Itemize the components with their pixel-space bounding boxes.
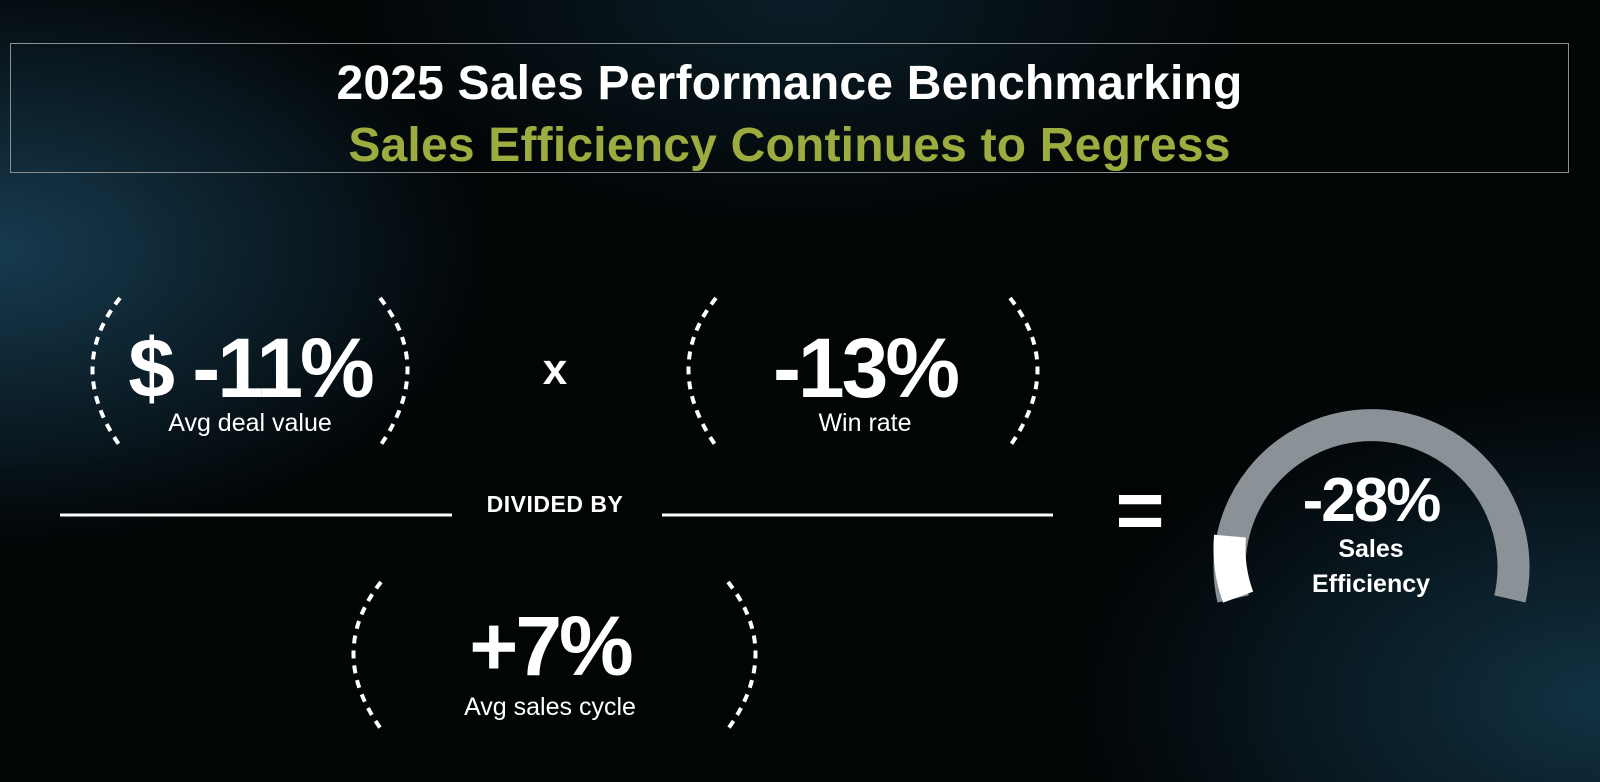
page-title: 2025 Sales Performance Benchmarking — [336, 57, 1243, 110]
sales-efficiency-label-line1: Sales — [1338, 535, 1404, 563]
sales-cycle-label: Avg sales cycle — [464, 693, 636, 721]
sales-cycle-change: +7% — [469, 599, 633, 693]
bracket-right-deal-value — [378, 296, 410, 448]
bracket-left-win-rate — [686, 296, 718, 448]
multiply-sign: x — [542, 345, 568, 394]
deal-value-label: Avg deal value — [168, 409, 332, 437]
page-subtitle: Sales Efficiency Continues to Regress — [348, 119, 1231, 172]
win-rate-change: -13% — [772, 321, 960, 415]
divided-by-label: DIVIDED BY — [486, 491, 624, 517]
bracket-right-sales-cycle — [726, 580, 758, 731]
gauge-fill — [1213, 534, 1254, 603]
sales-efficiency-label-line2: Efficiency — [1311, 570, 1431, 598]
bracket-right-win-rate — [1008, 296, 1040, 448]
deal-value-change: $ -11% — [128, 321, 375, 415]
win-rate-label: Win rate — [818, 409, 912, 437]
gauge-track — [1213, 409, 1530, 603]
metric-sales-cycle: +7% Avg sales cycle — [400, 598, 700, 738]
bracket-left-sales-cycle — [351, 580, 383, 731]
metric-deal-value: $ -11% Avg deal value — [110, 310, 390, 450]
equals-sign: = — [1115, 463, 1165, 557]
sales-efficiency-change: -28% — [1302, 466, 1442, 535]
bracket-left-deal-value — [90, 296, 122, 448]
metric-win-rate: -13% Win rate — [725, 310, 1005, 450]
metric-sales-efficiency: -28% Sales Efficiency — [1246, 455, 1496, 605]
title-box: 2025 Sales Performance Benchmarking Sale… — [10, 43, 1569, 173]
